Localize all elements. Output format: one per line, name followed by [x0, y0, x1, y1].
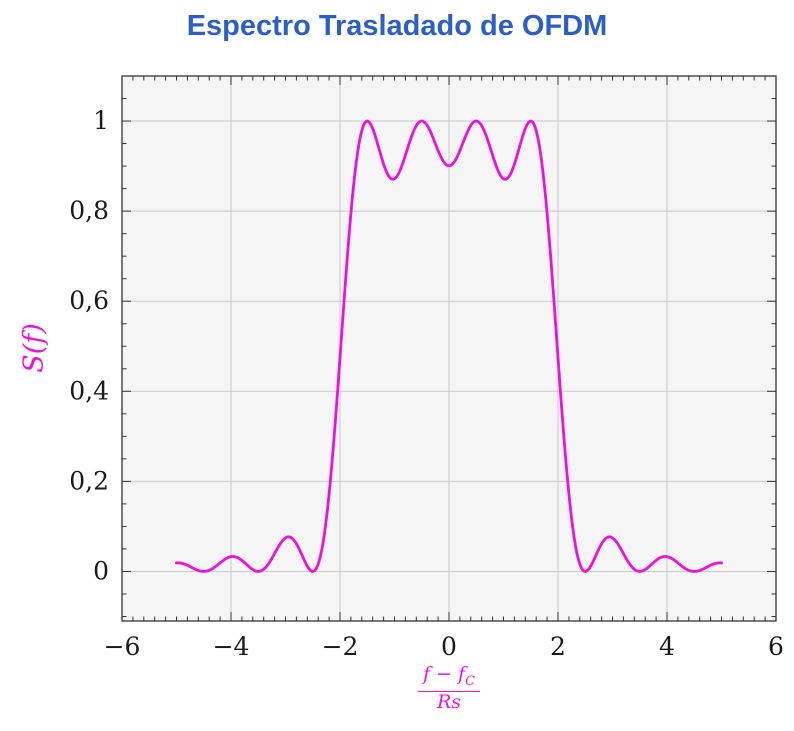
- y-tick-label: 0,8: [69, 196, 109, 225]
- x-axis-label-denominator: Rs: [436, 690, 462, 713]
- spectrum-curve: [175, 119, 723, 573]
- y-tick-label: 0,6: [69, 286, 109, 315]
- x-axis-label-numerator: f − fC: [417, 663, 481, 692]
- x-tick-label: −6: [104, 632, 141, 661]
- y-axis-label: S(f): [18, 323, 50, 373]
- x-tick-label: 4: [659, 632, 675, 661]
- x-axis-label: f − fC Rs: [417, 663, 481, 714]
- x-tick-label: 0: [441, 632, 457, 661]
- y-tick-label: 0: [93, 556, 109, 585]
- x-tick-label: −4: [213, 632, 250, 661]
- chart-title: Espectro Trasladado de OFDM: [186, 10, 608, 42]
- y-tick-label: 0,4: [69, 376, 109, 405]
- y-tick-label: 0,2: [69, 466, 109, 495]
- x-tick-label: 6: [768, 632, 784, 661]
- x-tick-label: −2: [322, 632, 359, 661]
- x-tick-label: 2: [550, 632, 566, 661]
- y-tick-label: 1: [93, 106, 109, 135]
